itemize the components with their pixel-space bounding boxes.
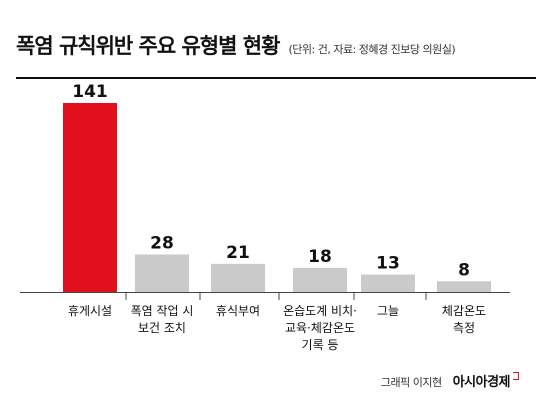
data-label-2: 21 — [226, 243, 250, 263]
data-label-5: 8 — [458, 260, 470, 280]
chart-subtitle: (단위: 건, 자료: 정혜경 진보당 의원실) — [288, 43, 456, 56]
graphic-credit: 그래픽 이지현 — [380, 376, 442, 389]
tick-label-0: 휴게시설 — [68, 304, 112, 318]
tick-label-4: 그늘 — [377, 304, 399, 318]
bar-1 — [135, 254, 189, 292]
tick-label-3: 온습도계 비치· 교육·체감온도 기록 등 — [283, 304, 357, 352]
credit-line: 그래픽 이지현 아시아경제 — [380, 371, 519, 390]
brand-logo: 아시아경제 — [452, 375, 511, 390]
tick-label-2: 휴식부여 — [216, 304, 260, 318]
title-rule — [16, 77, 536, 79]
bar-5 — [437, 281, 491, 292]
bar-4 — [361, 274, 415, 292]
bar-2 — [211, 263, 265, 292]
data-label-0: 141 — [72, 82, 108, 102]
tick-label-5: 체감온도 측정 — [442, 304, 486, 335]
chart-title: 폭염 규칙위반 주요 유형별 현황 — [16, 34, 280, 58]
brand-mark-icon — [513, 372, 519, 380]
bar-0 — [63, 103, 117, 292]
bar-3 — [293, 267, 347, 292]
tick-label-1: 폭염 작업 시 보건 조치 — [131, 304, 194, 335]
data-label-3: 18 — [308, 247, 332, 267]
chart-header: 폭염 규칙위반 주요 유형별 현황 (단위: 건, 자료: 정혜경 진보당 의원… — [16, 30, 456, 60]
data-label-1: 28 — [150, 233, 174, 253]
data-label-4: 13 — [376, 254, 400, 274]
